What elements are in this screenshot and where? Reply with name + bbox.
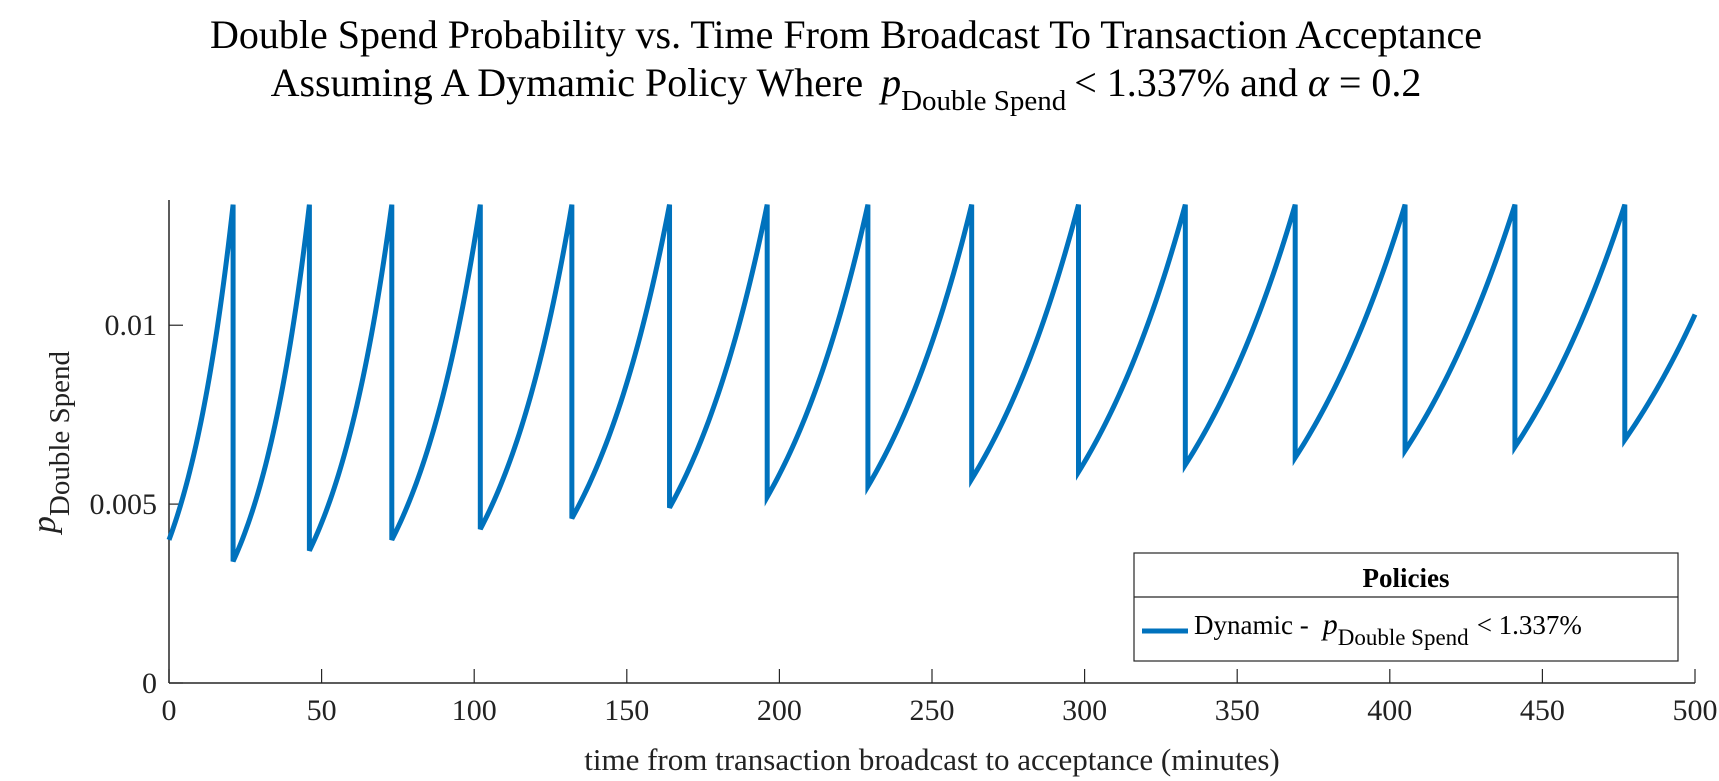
chart-title-line1: Double Spend Probability vs. Time From B…: [210, 12, 1482, 57]
x-tick-label: 200: [757, 694, 802, 727]
legend-title: Policies: [1363, 563, 1450, 593]
y-tick-label: 0.005: [90, 488, 158, 521]
x-tick-label: 300: [1062, 694, 1107, 727]
chart-title-line2: Assuming A Dymamic Policy Where pDouble S…: [271, 60, 1422, 117]
x-tick-label: 150: [604, 694, 649, 727]
ticks: 0 50 100 150 200 250 300 350 400 450 500 0 0.005 0.01: [90, 309, 1718, 727]
x-tick-label: 0: [162, 694, 177, 727]
x-tick-label: 500: [1673, 694, 1718, 727]
x-tick-label: 450: [1520, 694, 1565, 727]
legend-box: [1133, 552, 1679, 662]
y-tick-label: 0.01: [105, 309, 158, 342]
series-line-dynamic: [166, 203, 1698, 563]
legend: Policies Dynamic - pDouble Spend < 1.337%: [1133, 552, 1679, 662]
x-tick-label: 400: [1367, 694, 1412, 727]
x-tick-label: 350: [1215, 694, 1260, 727]
x-axis-label: time from transaction broadcast to accep…: [584, 742, 1280, 777]
x-tick-label: 100: [452, 694, 497, 727]
y-axis-label: pDouble Spend: [26, 350, 76, 535]
x-tick-label: 250: [910, 694, 955, 727]
y-tick-label: 0: [142, 667, 157, 700]
series-layer: [166, 203, 1698, 563]
x-tick-label: 50: [307, 694, 337, 727]
legend-entry: Dynamic - pDouble Spend < 1.337%: [1194, 608, 1582, 650]
